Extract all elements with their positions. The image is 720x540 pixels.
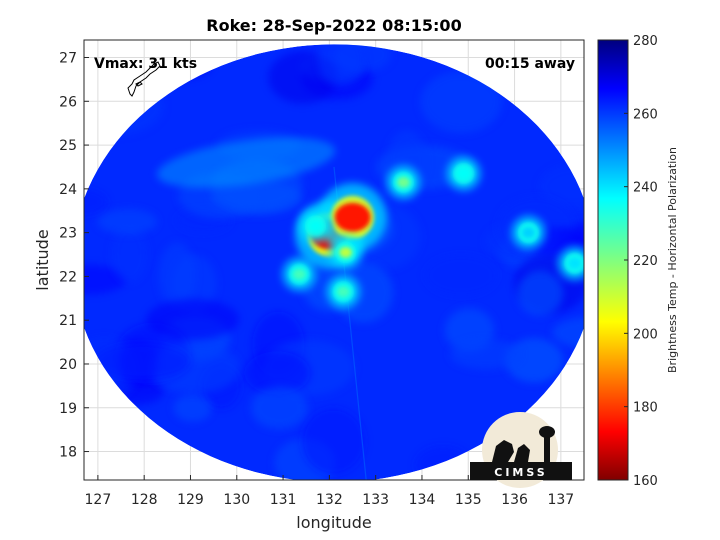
chart-title: Roke: 28-Sep-2022 08:15:00 bbox=[206, 16, 461, 35]
swath-patch bbox=[450, 339, 522, 370]
feature-core bbox=[522, 227, 535, 239]
logo-banner bbox=[470, 462, 572, 480]
vmax-annotation: Vmax: 31 kts bbox=[94, 56, 197, 72]
x-tick-label: 133 bbox=[362, 492, 389, 508]
x-tick-label: 134 bbox=[409, 492, 436, 508]
y-tick-label: 27 bbox=[59, 51, 77, 67]
y-axis-label: latitude bbox=[33, 229, 52, 290]
colorbar: 160 180 200 220 240 260 280 Brightness Temp - … bbox=[597, 34, 679, 489]
coastline bbox=[127, 61, 161, 97]
colorbar-ticks: 160 180 200 220 240 260 280 bbox=[624, 34, 658, 489]
swath-patch bbox=[539, 164, 584, 209]
logo-label: CIMSS bbox=[494, 466, 547, 479]
x-tick-label: 127 bbox=[85, 492, 112, 508]
y-tick-label: 24 bbox=[59, 182, 77, 198]
swath-patch bbox=[244, 351, 311, 395]
x-tick-label: 128 bbox=[131, 492, 158, 508]
colorbar-tick-label: 180 bbox=[633, 401, 658, 416]
swath-patch bbox=[301, 407, 366, 475]
feature-core bbox=[339, 246, 352, 258]
swath-patch bbox=[517, 270, 564, 316]
feature-core bbox=[568, 257, 582, 269]
colorbar-tick-label: 260 bbox=[633, 107, 658, 122]
x-tick-label: 136 bbox=[501, 492, 528, 508]
swath-patch bbox=[250, 386, 308, 430]
x-tick-label: 131 bbox=[270, 492, 297, 508]
y-tick-label: 22 bbox=[59, 269, 77, 285]
y-tick-label: 21 bbox=[59, 313, 77, 329]
plot-area: 127 128 129 130 131 132 133 134 135 136 137 18 19 20… bbox=[59, 39, 585, 508]
x-tick-label: 130 bbox=[223, 492, 250, 508]
swath-patch bbox=[84, 187, 108, 216]
y-tick-label: 25 bbox=[59, 138, 77, 154]
swath-patch bbox=[420, 71, 503, 133]
feature-core bbox=[336, 286, 350, 298]
y-tick-label: 18 bbox=[59, 445, 77, 461]
swath-patch bbox=[318, 44, 366, 87]
feature-core bbox=[309, 220, 322, 232]
swath-patch bbox=[95, 343, 190, 380]
feature-core bbox=[457, 168, 470, 179]
x-tick-label: 135 bbox=[455, 492, 482, 508]
logo-dish-small-icon bbox=[514, 444, 530, 462]
feature-core bbox=[334, 202, 371, 232]
colorbar-tick-label: 160 bbox=[633, 474, 658, 489]
x-tick-label: 129 bbox=[177, 492, 204, 508]
swath-image bbox=[84, 44, 584, 480]
time-away-annotation: 00:15 away bbox=[485, 56, 575, 72]
colorbar-tick-label: 280 bbox=[633, 34, 658, 49]
y-tick-label: 23 bbox=[59, 226, 77, 242]
colorbar-tick-label: 220 bbox=[633, 254, 658, 269]
swath-patch bbox=[173, 394, 212, 422]
x-tick-label: 137 bbox=[547, 492, 574, 508]
feature-core bbox=[292, 268, 306, 280]
y-ticks: 18 19 20 21 22 23 24 25 26 27 bbox=[59, 51, 89, 461]
x-axis-label: longitude bbox=[296, 513, 371, 532]
logo-dish-icon bbox=[492, 440, 514, 462]
feature-core bbox=[397, 176, 410, 188]
cimss-logo: CIMSS bbox=[470, 412, 572, 488]
swath-patch bbox=[504, 338, 564, 383]
swath-band bbox=[156, 137, 336, 188]
swath-patch bbox=[424, 254, 498, 296]
x-tick-label: 132 bbox=[316, 492, 343, 508]
logo-tank-icon bbox=[539, 426, 555, 438]
swath-patch bbox=[97, 208, 157, 235]
x-ticks: 127 128 129 130 131 132 133 134 135 136 137 bbox=[85, 475, 574, 508]
swath-patch bbox=[552, 317, 584, 349]
swath-patch bbox=[111, 225, 148, 283]
y-tick-label: 19 bbox=[59, 401, 77, 417]
y-tick-label: 26 bbox=[59, 94, 77, 110]
colorbar-tick-label: 200 bbox=[633, 327, 658, 342]
swath-patch bbox=[146, 298, 240, 340]
y-tick-label: 20 bbox=[59, 357, 77, 373]
colorbar-label: Brightness Temp - Horizontal Polarizatio… bbox=[666, 147, 679, 373]
colorbar-gradient bbox=[597, 39, 629, 481]
colorbar-tick-label: 240 bbox=[633, 181, 658, 196]
convection-features bbox=[282, 156, 584, 309]
swath-patch bbox=[84, 264, 127, 295]
plot-frame bbox=[83, 39, 585, 481]
swath-patch bbox=[158, 242, 196, 309]
logo-tower-icon bbox=[544, 436, 550, 462]
